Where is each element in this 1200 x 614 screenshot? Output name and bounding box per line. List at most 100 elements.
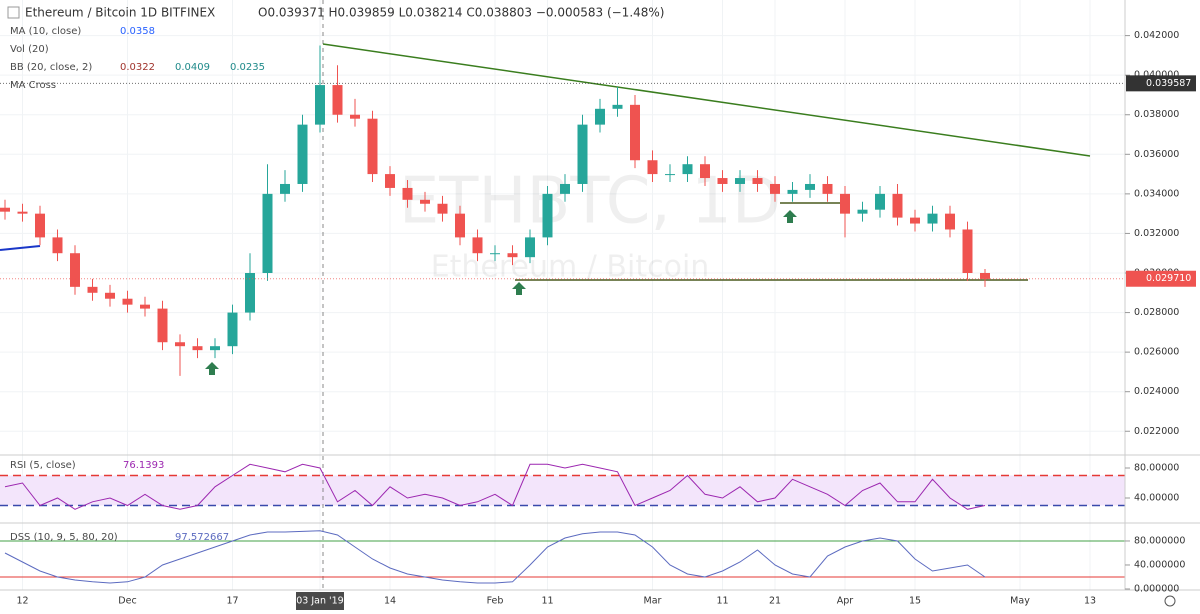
candle-body bbox=[962, 229, 973, 273]
settings-icon[interactable] bbox=[1164, 595, 1176, 607]
candle-body bbox=[332, 85, 343, 115]
candle-body bbox=[717, 178, 728, 184]
candle-body bbox=[507, 253, 518, 258]
indicator-value: 0.0409 bbox=[175, 62, 210, 73]
candle-body bbox=[875, 193, 885, 210]
candle-body bbox=[437, 203, 448, 214]
y-tick-label: 40.000000 bbox=[1134, 559, 1185, 570]
x-tick-label: 12 bbox=[16, 596, 28, 607]
candle-body bbox=[542, 193, 553, 238]
y-tick-label: 0.000000 bbox=[1134, 583, 1179, 594]
candle-body bbox=[840, 193, 850, 214]
indicator-name: MA Cross bbox=[10, 80, 56, 91]
candle-body bbox=[927, 213, 938, 224]
x-tick-label: 21 bbox=[769, 596, 781, 607]
symbol: Ethereum / Bitcoin 1D BITFINEX bbox=[25, 6, 215, 20]
candle-body bbox=[647, 160, 658, 175]
y-tick-label: 40.00000 bbox=[1134, 493, 1179, 504]
indicator-value: 0.0235 bbox=[230, 62, 265, 73]
price-badge bbox=[1126, 75, 1196, 92]
candle-body bbox=[910, 217, 920, 224]
candle-body bbox=[752, 178, 763, 184]
candle-body bbox=[17, 211, 28, 214]
x-tick-label: Mar bbox=[644, 596, 662, 607]
y-tick-label: 80.00000 bbox=[1134, 463, 1179, 474]
candle-body bbox=[297, 124, 308, 184]
candle-body bbox=[350, 114, 360, 119]
x-tick-label: 11 bbox=[716, 596, 728, 607]
crosshair-label-bg bbox=[296, 592, 344, 610]
rsi-value: 76.1393 bbox=[123, 460, 164, 471]
y-tick-label: 0.036000 bbox=[1134, 149, 1179, 160]
x-tick-label: Apr bbox=[837, 596, 854, 607]
candle-body bbox=[227, 312, 238, 347]
collapse-button[interactable] bbox=[7, 6, 20, 19]
ma-cross-line bbox=[0, 245, 41, 251]
candle-body bbox=[577, 124, 588, 184]
candle-body bbox=[280, 183, 290, 194]
candle-body bbox=[455, 213, 465, 238]
arrow-up bbox=[512, 282, 526, 295]
candle-body bbox=[945, 213, 955, 230]
candle-body bbox=[105, 292, 115, 299]
x-tick-label: 11 bbox=[541, 596, 553, 607]
candle-body bbox=[595, 108, 605, 125]
indicator-name: MA (10, close) bbox=[10, 26, 81, 37]
y-tick-label: 0.026000 bbox=[1134, 347, 1179, 358]
rsi-title: RSI (5, close) bbox=[10, 460, 76, 471]
candle-body bbox=[35, 213, 45, 238]
candle-body bbox=[700, 164, 710, 179]
rsi-band bbox=[0, 475, 1125, 506]
indicator-name: Vol (20) bbox=[10, 44, 49, 55]
candle-body bbox=[0, 207, 10, 212]
candle-body bbox=[682, 164, 693, 175]
dss-title: DSS (10, 9, 5, 80, 20) bbox=[10, 532, 118, 543]
x-tick-label: May bbox=[1010, 596, 1030, 607]
candle-body bbox=[980, 273, 990, 279]
x-tick-label: Feb bbox=[487, 596, 504, 607]
candle-body bbox=[262, 193, 273, 273]
y-tick-label: 0.022000 bbox=[1134, 426, 1179, 437]
ohlc: O0.039371 H0.039859 L0.038214 C0.038803 … bbox=[258, 6, 665, 20]
candle-body bbox=[805, 183, 815, 190]
candle-body bbox=[87, 286, 98, 293]
indicator-name: BB (20, close, 2) bbox=[10, 62, 92, 73]
y-tick-label: 0.034000 bbox=[1134, 188, 1179, 199]
x-tick-label: Dec bbox=[118, 596, 136, 607]
indicator-value: 0.0322 bbox=[120, 62, 155, 73]
candle-body bbox=[122, 298, 133, 305]
candle-body bbox=[385, 174, 395, 188]
candle-body bbox=[892, 193, 903, 218]
x-tick-label: 14 bbox=[384, 596, 396, 607]
candle-body bbox=[420, 199, 430, 204]
candle-body bbox=[857, 209, 868, 214]
grid bbox=[0, 0, 1125, 590]
dss-line bbox=[4, 530, 986, 584]
candle-body bbox=[472, 237, 483, 254]
rsi-line bbox=[4, 463, 986, 510]
x-tick-label: 13 bbox=[1084, 596, 1096, 607]
arrow-up bbox=[205, 362, 219, 375]
trendline bbox=[322, 43, 1091, 157]
candle-body bbox=[140, 304, 150, 309]
y-tick-label: 80.000000 bbox=[1134, 535, 1185, 546]
y-tick-label: 0.042000 bbox=[1134, 30, 1179, 41]
indicator-value: 0.0358 bbox=[120, 26, 155, 37]
axes: 0.0220000.0240000.0260000.0280000.030000… bbox=[16, 30, 1196, 610]
arrow-up bbox=[783, 210, 797, 223]
candle-body bbox=[665, 174, 675, 176]
candle-body bbox=[787, 189, 798, 194]
candle-body bbox=[367, 118, 378, 175]
price-badge-label: 0.039587 bbox=[1146, 78, 1191, 89]
candle-body bbox=[630, 104, 640, 161]
candle-body bbox=[822, 183, 833, 194]
candle-body bbox=[770, 183, 780, 194]
arrows bbox=[205, 210, 797, 375]
candle-body bbox=[210, 346, 220, 351]
candle-body bbox=[490, 253, 500, 255]
candle-body bbox=[612, 104, 623, 109]
candle-body bbox=[157, 308, 168, 343]
candle-body bbox=[245, 273, 255, 313]
candle-body bbox=[192, 346, 203, 351]
